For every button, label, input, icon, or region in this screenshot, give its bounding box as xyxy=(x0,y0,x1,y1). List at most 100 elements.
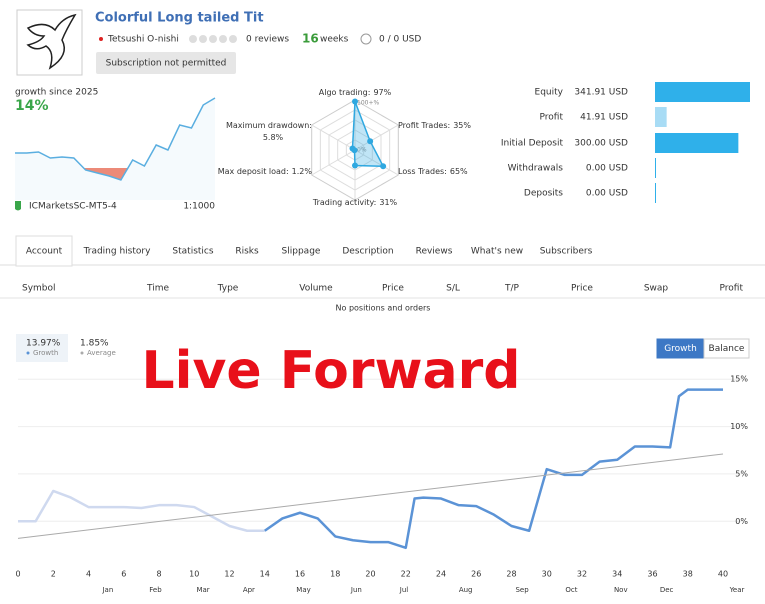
radar-point xyxy=(352,98,358,105)
radar-point xyxy=(367,138,374,145)
month-label: Aug xyxy=(459,586,473,594)
chart-toggle[interactable] xyxy=(703,338,750,359)
radar-point xyxy=(349,145,356,152)
tab[interactable]: Statistics xyxy=(172,247,213,257)
radar-label-name: Algo trading: xyxy=(319,88,371,97)
radar-label: Maximum drawdown: 5.8% xyxy=(226,121,312,142)
radar-label-value: 97% xyxy=(373,88,391,97)
tab[interactable]: What's new xyxy=(471,247,523,257)
avatar-bird xyxy=(26,13,77,70)
sparkline xyxy=(15,97,216,181)
column-header: Price xyxy=(571,284,593,294)
x-tick-label: 0 xyxy=(15,570,20,579)
radar-label: Max deposit load: 1.2% xyxy=(218,167,313,176)
series-line xyxy=(17,453,724,539)
stat-label: Withdrawals xyxy=(508,164,564,174)
month-label: Nov xyxy=(614,586,628,594)
column-header: T/P xyxy=(504,284,520,294)
column-header: S/L xyxy=(446,284,460,294)
x-tick-label: 8 xyxy=(156,570,161,579)
column-header: Swap xyxy=(644,284,669,294)
stat-dot xyxy=(80,351,84,355)
stat-value: 1.85% xyxy=(80,339,109,349)
stat-bar xyxy=(655,133,739,153)
radar-label-value: 65% xyxy=(450,167,468,176)
tab[interactable]: Trading history xyxy=(83,247,152,257)
stats-box xyxy=(16,334,68,362)
month-label: Feb xyxy=(149,586,162,594)
month-label: Jan xyxy=(101,586,113,594)
stat-value: 0.00 USD xyxy=(586,189,628,199)
x-tick-label: 34 xyxy=(612,570,622,579)
broker[interactable]: ICMarketsSC-MT5-4 xyxy=(29,202,117,212)
x-tick-label: 12 xyxy=(224,570,234,579)
drawdown-area xyxy=(15,168,215,180)
month-label: May xyxy=(296,586,310,594)
x-axis-label: Year xyxy=(729,586,745,594)
y-tick-label: 15% xyxy=(730,375,748,384)
chart-toggle-text[interactable]: Balance xyxy=(709,344,745,354)
month-label: Jul xyxy=(399,586,409,594)
verified-icon xyxy=(15,201,21,211)
radar-label: Algo trading: 97% xyxy=(319,88,392,97)
tab[interactable]: Account xyxy=(26,247,63,257)
tab[interactable]: Description xyxy=(342,247,393,257)
tab[interactable]: Risks xyxy=(235,247,259,257)
weeks-label: weeks xyxy=(320,35,349,45)
column-header: Volume xyxy=(299,284,333,294)
x-tick-label: 10 xyxy=(189,570,199,579)
month-label: Oct xyxy=(565,586,577,594)
stat-value: 0.00 USD xyxy=(586,164,628,174)
stat-bar xyxy=(655,183,656,203)
subscribe-button[interactable] xyxy=(96,52,236,74)
growth-area xyxy=(15,98,215,200)
subscribers-icon xyxy=(360,33,372,45)
stat-label: Equity xyxy=(535,88,564,98)
tab[interactable]: Reviews xyxy=(416,247,453,257)
series-line xyxy=(18,489,265,532)
tab[interactable]: Slippage xyxy=(282,247,321,257)
stat-name: Average xyxy=(87,349,116,357)
radar-label-name: Loss Trades: xyxy=(398,167,447,176)
reviews[interactable]: 0 reviews xyxy=(246,35,289,45)
column-header: Price xyxy=(382,284,404,294)
x-tick-label: 36 xyxy=(647,570,657,579)
x-tick-label: 30 xyxy=(542,570,552,579)
series-line xyxy=(264,388,723,550)
radar-label-value: 1.2% xyxy=(292,167,313,176)
stat-bar xyxy=(655,158,656,178)
growth-label: growth since 2025 xyxy=(15,88,98,98)
radar-label: Profit Trades: 35% xyxy=(398,121,471,130)
radar-label-name: Trading activity: xyxy=(312,198,377,207)
x-tick-label: 14 xyxy=(260,570,270,579)
month-label: Dec xyxy=(660,586,674,594)
x-tick-label: 22 xyxy=(401,570,411,579)
radar-point xyxy=(352,162,358,169)
chart-toggle-text[interactable]: Growth xyxy=(664,344,697,354)
x-tick-label: 16 xyxy=(295,570,305,579)
tab[interactable]: Subscribers xyxy=(540,247,593,257)
radar-spoke xyxy=(354,149,399,176)
column-header: Time xyxy=(146,284,169,294)
radar-label-name: Max deposit load: xyxy=(218,167,289,176)
stat-value: 41.91 USD xyxy=(580,113,628,123)
radar-spoke xyxy=(311,149,356,176)
signal-title[interactable]: Colorful Long tailed Tit xyxy=(95,11,264,26)
month-label: Jun xyxy=(350,586,362,594)
column-header: Type xyxy=(217,284,239,294)
radar-spoke xyxy=(311,124,356,151)
subscribe-button-text[interactable]: Subscription not permitted xyxy=(106,59,227,69)
radar-label-name: Profit Trades: xyxy=(398,121,450,130)
x-tick-label: 18 xyxy=(330,570,340,579)
x-tick-label: 38 xyxy=(683,570,693,579)
x-tick-label: 24 xyxy=(436,570,446,579)
radar-label-name: Maximum drawdown: xyxy=(226,121,312,130)
y-tick-label: 10% xyxy=(730,422,748,431)
active-tab xyxy=(15,235,73,267)
x-tick-label: 2 xyxy=(51,570,56,579)
x-tick-label: 4 xyxy=(86,570,91,579)
radar-label-value: 35% xyxy=(453,121,471,130)
author[interactable]: Tetsushi O-nishi xyxy=(107,35,179,45)
column-header: Symbol xyxy=(22,284,56,294)
